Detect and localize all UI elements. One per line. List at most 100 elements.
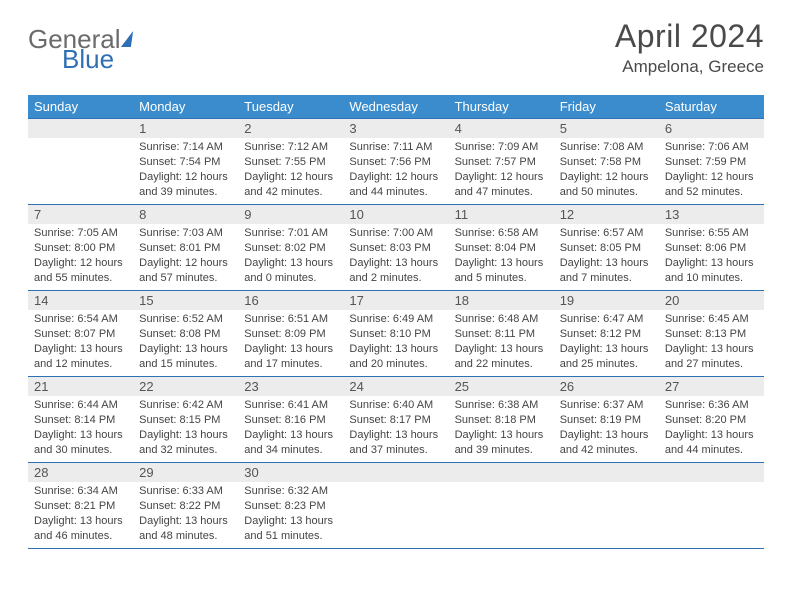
- week-row: 7Sunrise: 7:05 AMSunset: 8:00 PMDaylight…: [28, 205, 764, 291]
- sunset-text: Sunset: 8:11 PM: [455, 327, 548, 342]
- day-number: 19: [554, 291, 659, 310]
- sunset-text: Sunset: 8:09 PM: [244, 327, 337, 342]
- daylight-line1: Daylight: 13 hours: [349, 342, 442, 357]
- day-number: 2: [238, 119, 343, 138]
- week-row: 28Sunrise: 6:34 AMSunset: 8:21 PMDayligh…: [28, 463, 764, 549]
- day-cell: 2Sunrise: 7:12 AMSunset: 7:55 PMDaylight…: [238, 119, 343, 205]
- daylight-line1: Daylight: 13 hours: [244, 514, 337, 529]
- sunrise-text: Sunrise: 6:42 AM: [139, 398, 232, 413]
- daylight-line1: Daylight: 13 hours: [139, 428, 232, 443]
- sunrise-text: Sunrise: 6:52 AM: [139, 312, 232, 327]
- daylight-line1: Daylight: 13 hours: [34, 428, 127, 443]
- day-number: 30: [238, 463, 343, 482]
- calendar-table: Sunday Monday Tuesday Wednesday Thursday…: [28, 95, 764, 549]
- day-number: 20: [659, 291, 764, 310]
- day-details: Sunrise: 6:41 AMSunset: 8:16 PMDaylight:…: [238, 396, 343, 461]
- day-cell: 5Sunrise: 7:08 AMSunset: 7:58 PMDaylight…: [554, 119, 659, 205]
- day-details: Sunrise: 7:03 AMSunset: 8:01 PMDaylight:…: [133, 224, 238, 289]
- day-details: Sunrise: 6:44 AMSunset: 8:14 PMDaylight:…: [28, 396, 133, 461]
- day-details: Sunrise: 6:51 AMSunset: 8:09 PMDaylight:…: [238, 310, 343, 375]
- day-number: 3: [343, 119, 448, 138]
- daylight-line1: Daylight: 13 hours: [455, 342, 548, 357]
- daylight-line2: and 15 minutes.: [139, 357, 232, 372]
- sunset-text: Sunset: 8:15 PM: [139, 413, 232, 428]
- daylight-line1: Daylight: 13 hours: [139, 342, 232, 357]
- empty-day-bar: [28, 119, 133, 138]
- sunset-text: Sunset: 7:55 PM: [244, 155, 337, 170]
- day-cell: 19Sunrise: 6:47 AMSunset: 8:12 PMDayligh…: [554, 291, 659, 377]
- sunrise-text: Sunrise: 6:48 AM: [455, 312, 548, 327]
- title-block: April 2024 Ampelona, Greece: [615, 18, 764, 77]
- day-number: 24: [343, 377, 448, 396]
- daylight-line1: Daylight: 12 hours: [244, 170, 337, 185]
- sunrise-text: Sunrise: 7:11 AM: [349, 140, 442, 155]
- sunrise-text: Sunrise: 6:47 AM: [560, 312, 653, 327]
- sunrise-text: Sunrise: 6:45 AM: [665, 312, 758, 327]
- sunset-text: Sunset: 8:06 PM: [665, 241, 758, 256]
- daylight-line2: and 2 minutes.: [349, 271, 442, 286]
- daylight-line1: Daylight: 12 hours: [665, 170, 758, 185]
- daylight-line2: and 55 minutes.: [34, 271, 127, 286]
- day-cell: 25Sunrise: 6:38 AMSunset: 8:18 PMDayligh…: [449, 377, 554, 463]
- day-details: Sunrise: 7:05 AMSunset: 8:00 PMDaylight:…: [28, 224, 133, 289]
- daylight-line1: Daylight: 12 hours: [139, 170, 232, 185]
- sunrise-text: Sunrise: 7:03 AM: [139, 226, 232, 241]
- day-number: 21: [28, 377, 133, 396]
- day-cell: 21Sunrise: 6:44 AMSunset: 8:14 PMDayligh…: [28, 377, 133, 463]
- day-cell: 15Sunrise: 6:52 AMSunset: 8:08 PMDayligh…: [133, 291, 238, 377]
- daylight-line2: and 57 minutes.: [139, 271, 232, 286]
- sunset-text: Sunset: 8:13 PM: [665, 327, 758, 342]
- daylight-line2: and 20 minutes.: [349, 357, 442, 372]
- day-cell: 20Sunrise: 6:45 AMSunset: 8:13 PMDayligh…: [659, 291, 764, 377]
- sunrise-text: Sunrise: 6:37 AM: [560, 398, 653, 413]
- sunset-text: Sunset: 8:10 PM: [349, 327, 442, 342]
- daylight-line1: Daylight: 12 hours: [349, 170, 442, 185]
- daylight-line2: and 39 minutes.: [139, 185, 232, 200]
- sunrise-text: Sunrise: 7:08 AM: [560, 140, 653, 155]
- day-cell: 8Sunrise: 7:03 AMSunset: 8:01 PMDaylight…: [133, 205, 238, 291]
- day-details: Sunrise: 6:55 AMSunset: 8:06 PMDaylight:…: [659, 224, 764, 289]
- day-cell: 11Sunrise: 6:58 AMSunset: 8:04 PMDayligh…: [449, 205, 554, 291]
- day-number: 28: [28, 463, 133, 482]
- empty-day-bar: [449, 463, 554, 482]
- week-row: 14Sunrise: 6:54 AMSunset: 8:07 PMDayligh…: [28, 291, 764, 377]
- sunset-text: Sunset: 8:04 PM: [455, 241, 548, 256]
- logo-text-blue: Blue: [62, 44, 114, 74]
- day-cell: 9Sunrise: 7:01 AMSunset: 8:02 PMDaylight…: [238, 205, 343, 291]
- daylight-line2: and 25 minutes.: [560, 357, 653, 372]
- sunrise-text: Sunrise: 6:49 AM: [349, 312, 442, 327]
- daylight-line2: and 47 minutes.: [455, 185, 548, 200]
- daylight-line1: Daylight: 13 hours: [665, 428, 758, 443]
- sunrise-text: Sunrise: 7:06 AM: [665, 140, 758, 155]
- day-number: 29: [133, 463, 238, 482]
- day-number: 17: [343, 291, 448, 310]
- day-cell: 23Sunrise: 6:41 AMSunset: 8:16 PMDayligh…: [238, 377, 343, 463]
- sunset-text: Sunset: 7:59 PM: [665, 155, 758, 170]
- week-row: 1Sunrise: 7:14 AMSunset: 7:54 PMDaylight…: [28, 119, 764, 205]
- day-header: Wednesday: [343, 95, 448, 119]
- day-details: Sunrise: 7:09 AMSunset: 7:57 PMDaylight:…: [449, 138, 554, 203]
- day-details: Sunrise: 6:58 AMSunset: 8:04 PMDaylight:…: [449, 224, 554, 289]
- day-cell: 24Sunrise: 6:40 AMSunset: 8:17 PMDayligh…: [343, 377, 448, 463]
- daylight-line2: and 51 minutes.: [244, 529, 337, 544]
- daylight-line2: and 10 minutes.: [665, 271, 758, 286]
- sunrise-text: Sunrise: 7:01 AM: [244, 226, 337, 241]
- day-details: Sunrise: 6:36 AMSunset: 8:20 PMDaylight:…: [659, 396, 764, 461]
- day-header: Tuesday: [238, 95, 343, 119]
- daylight-line2: and 46 minutes.: [34, 529, 127, 544]
- day-details: Sunrise: 6:49 AMSunset: 8:10 PMDaylight:…: [343, 310, 448, 375]
- day-cell: 28Sunrise: 6:34 AMSunset: 8:21 PMDayligh…: [28, 463, 133, 549]
- day-header: Monday: [133, 95, 238, 119]
- sunset-text: Sunset: 8:14 PM: [34, 413, 127, 428]
- sunset-text: Sunset: 8:02 PM: [244, 241, 337, 256]
- day-details: Sunrise: 6:54 AMSunset: 8:07 PMDaylight:…: [28, 310, 133, 375]
- week-row: 21Sunrise: 6:44 AMSunset: 8:14 PMDayligh…: [28, 377, 764, 463]
- day-number: 27: [659, 377, 764, 396]
- sunset-text: Sunset: 8:21 PM: [34, 499, 127, 514]
- day-cell: [554, 463, 659, 549]
- day-cell: 26Sunrise: 6:37 AMSunset: 8:19 PMDayligh…: [554, 377, 659, 463]
- daylight-line1: Daylight: 13 hours: [244, 256, 337, 271]
- day-cell: 7Sunrise: 7:05 AMSunset: 8:00 PMDaylight…: [28, 205, 133, 291]
- sunset-text: Sunset: 7:54 PM: [139, 155, 232, 170]
- day-cell: 16Sunrise: 6:51 AMSunset: 8:09 PMDayligh…: [238, 291, 343, 377]
